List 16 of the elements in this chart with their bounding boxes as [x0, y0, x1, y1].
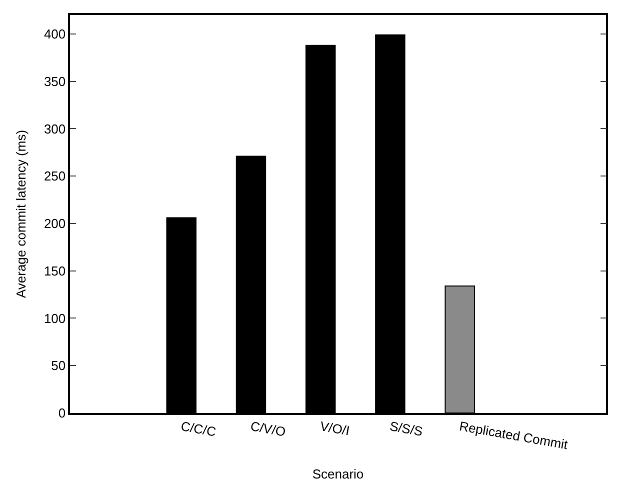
y-tick-label: 200 [44, 216, 66, 232]
y-tick-label: 350 [44, 74, 66, 89]
y-tick-label: 0 [58, 406, 66, 421]
x-tick-label: V/O/I [318, 418, 351, 438]
y-tick-label: 400 [44, 26, 66, 42]
x-tick-label: C/V/O [249, 418, 287, 440]
y-axis-title: Average commit latency (ms) [13, 130, 28, 298]
y-tick-label: 150 [44, 263, 66, 278]
x-tick-label: S/S/S [388, 418, 424, 440]
x-tick-label: C/C/C [180, 418, 218, 440]
x-axis-title: Scenario [312, 466, 364, 482]
y-tick-label: 250 [44, 168, 66, 184]
y-tick-label: 50 [51, 358, 66, 374]
x-tick-label: Replicated Commit [458, 418, 570, 452]
y-tick-label: 300 [44, 121, 66, 136]
y-tick-label: 100 [44, 310, 66, 326]
